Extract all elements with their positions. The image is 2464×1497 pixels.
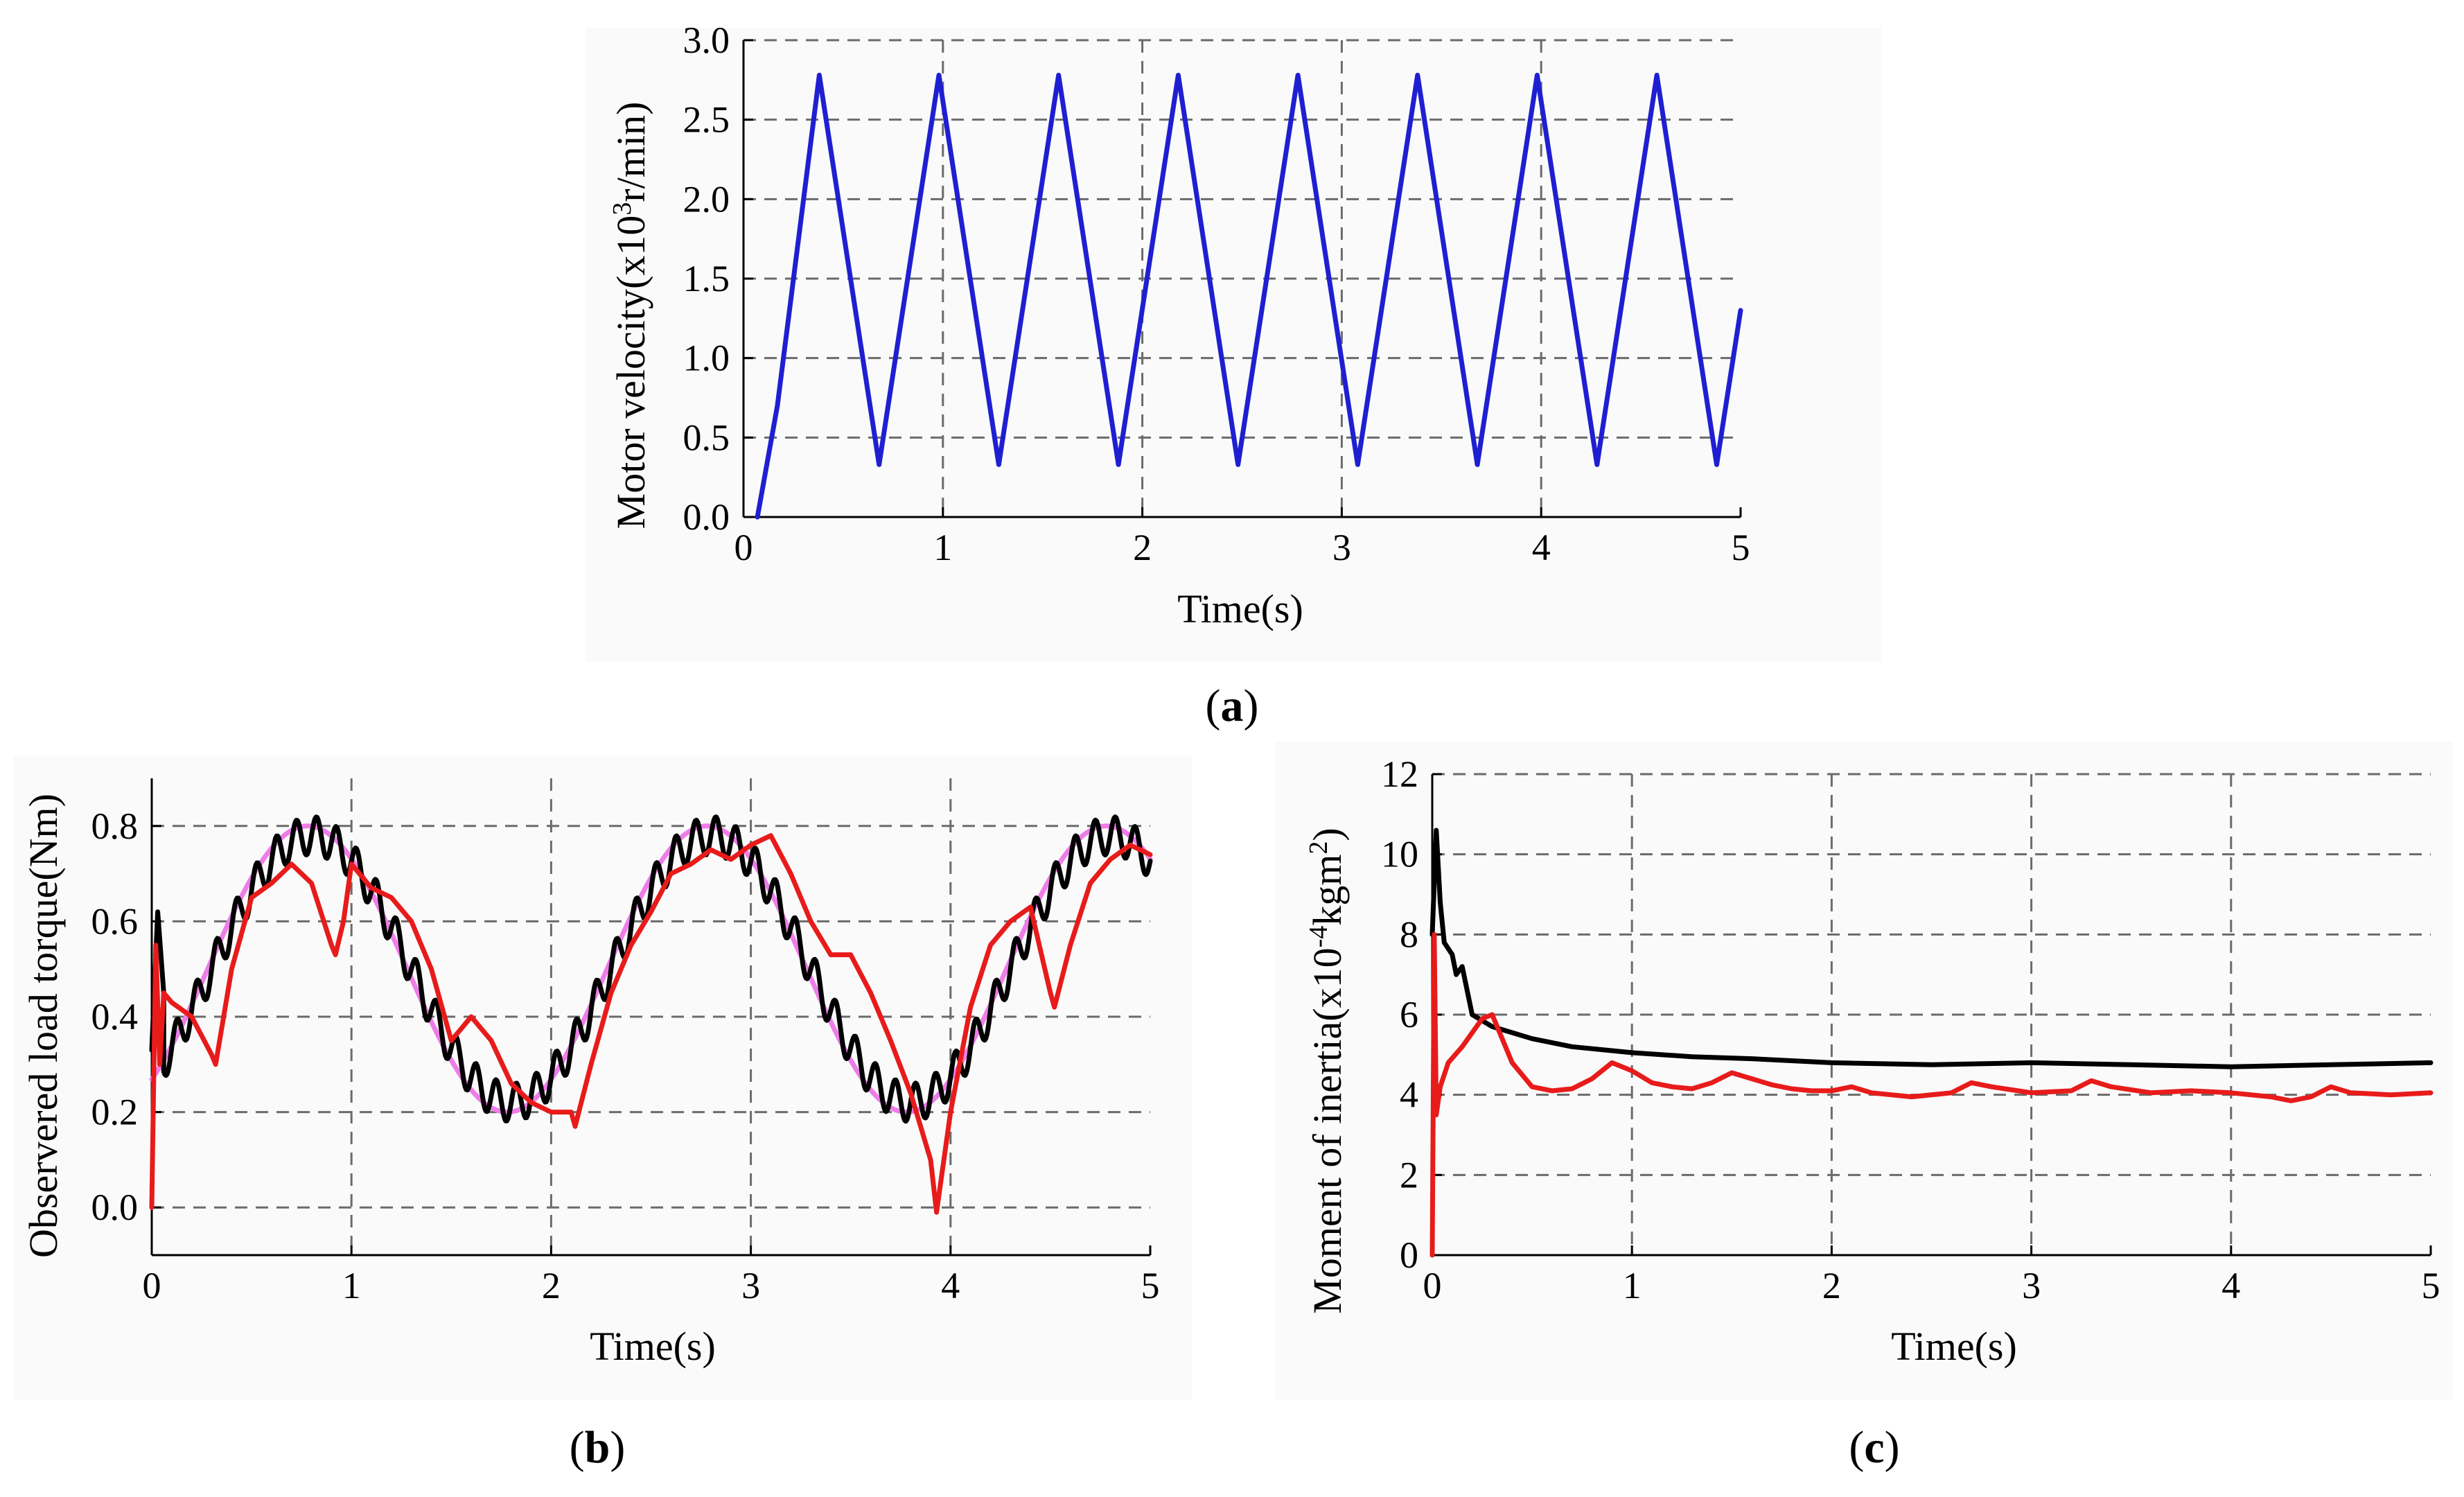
panel-c-x-axis-title: Time(s) [1891, 1324, 2017, 1369]
panel-a-y-tick-label: 0.5 [683, 417, 730, 458]
panel-c-x-tick-label: 5 [2422, 1265, 2440, 1306]
panel-c-x-tick-label: 0 [1423, 1265, 1442, 1306]
panel-c-background [1275, 742, 2453, 1400]
panel-c-x-tick-label: 3 [2022, 1265, 2041, 1306]
panel-a-x-tick-label: 5 [1732, 527, 1750, 568]
panel-b-background [14, 755, 1192, 1400]
panel-b-x-axis-title: Time(s) [590, 1324, 716, 1369]
panel-a-y-tick-label: 3.0 [683, 19, 730, 61]
panel-b-y-tick-label: 0.2 [91, 1092, 139, 1133]
panel-c-y-tick-label: 10 [1381, 834, 1418, 875]
panel-c-y-tick-label: 8 [1400, 913, 1418, 955]
panel-b-x-tick-label: 0 [143, 1265, 161, 1306]
panel-a-series-line-0 [755, 73, 1743, 520]
panel-a-x-axis-title: Time(s) [1177, 586, 1303, 631]
panel-c-series [1429, 828, 2434, 1258]
panel-b-y-axis-title: Observered load torque(Nm) [21, 794, 66, 1258]
panel-a-y-axis-title: Motor velocity(x103r/min) [608, 102, 653, 529]
panel-b-tick-labels: 0 1 2 3 4 5 0.0 0.2 0.4 0.6 0.8 [91, 805, 1160, 1306]
panel-b-y-tick-label: 0.8 [91, 805, 139, 847]
panel-a-x-tick-label: 2 [1133, 527, 1152, 568]
panel-c-y-tick-label: 12 [1381, 753, 1418, 795]
panel-c-y-tick-label: 4 [1400, 1074, 1418, 1116]
panel-c-x-tick-label: 2 [1822, 1265, 1841, 1306]
panel-c-y-axis-title: Moment of inertia(x10-4kgm2) [1304, 828, 1350, 1313]
panel-c-caption: (c) [1849, 1422, 1899, 1473]
panel-a-x-tick-label: 1 [933, 527, 952, 568]
panel-b-x-tick-label: 5 [1141, 1265, 1160, 1306]
panel-a-x-tick-label: 3 [1332, 527, 1351, 568]
panel-a-tick-labels: 0 1 2 3 4 5 0.0 0.5 1.0 1.5 2.0 2.5 3.0 [683, 19, 1750, 568]
panel-a-y-tick-label: 0.0 [683, 496, 730, 538]
panel-c-x-tick-label: 4 [2221, 1265, 2240, 1306]
panel-a-background [586, 28, 1881, 662]
panel-b-x-tick-label: 3 [741, 1265, 760, 1306]
panel-a-y-tick-label: 1.0 [683, 338, 730, 379]
panel-b-load-torque-chart: 0 1 2 3 4 5 0.0 0.2 0.4 0.6 0.8 Time(s) Observered… [14, 755, 1192, 1473]
panel-b-caption: (b) [570, 1422, 626, 1473]
panel-a-x-tick-label: 4 [1532, 527, 1551, 568]
panel-b-series-line-2 [149, 833, 1153, 1215]
panel-c-y-tick-label: 2 [1400, 1154, 1418, 1196]
panel-b-x-tick-label: 2 [542, 1265, 561, 1306]
panel-a-x-tick-label: 0 [734, 527, 753, 568]
panel-c-series-line-1 [1429, 931, 2434, 1258]
panel-b-x-tick-label: 4 [941, 1265, 960, 1306]
panel-a-caption: (a) [1206, 681, 1259, 731]
panel-a-series [755, 73, 1743, 520]
panel-c-y-tick-label: 6 [1400, 994, 1418, 1035]
panel-a-axes [742, 39, 1742, 518]
panel-a-grid [743, 39, 1741, 517]
panel-a-motor-velocity-chart: 0 1 2 3 4 5 0.0 0.5 1.0 1.5 2.0 2.5 3.0 Time(s) Moto… [586, 19, 1881, 731]
panel-a-y-tick-label: 2.5 [683, 99, 730, 141]
panel-b-y-tick-label: 0.4 [91, 996, 139, 1038]
panel-c-series-line-0 [1429, 828, 2434, 1069]
panel-b-y-tick-label: 0.0 [91, 1187, 139, 1228]
panel-c-y-tick-label: 0 [1400, 1234, 1418, 1276]
panel-b-x-tick-label: 1 [342, 1265, 361, 1306]
panel-a-y-tick-label: 2.0 [683, 178, 730, 220]
panel-b-series [149, 814, 1153, 1215]
panel-c-x-tick-label: 1 [1623, 1265, 1642, 1306]
panel-a-y-tick-label: 1.5 [683, 258, 730, 299]
panel-b-series-line-1 [149, 814, 1153, 1124]
panel-b-y-tick-label: 0.6 [91, 900, 139, 942]
